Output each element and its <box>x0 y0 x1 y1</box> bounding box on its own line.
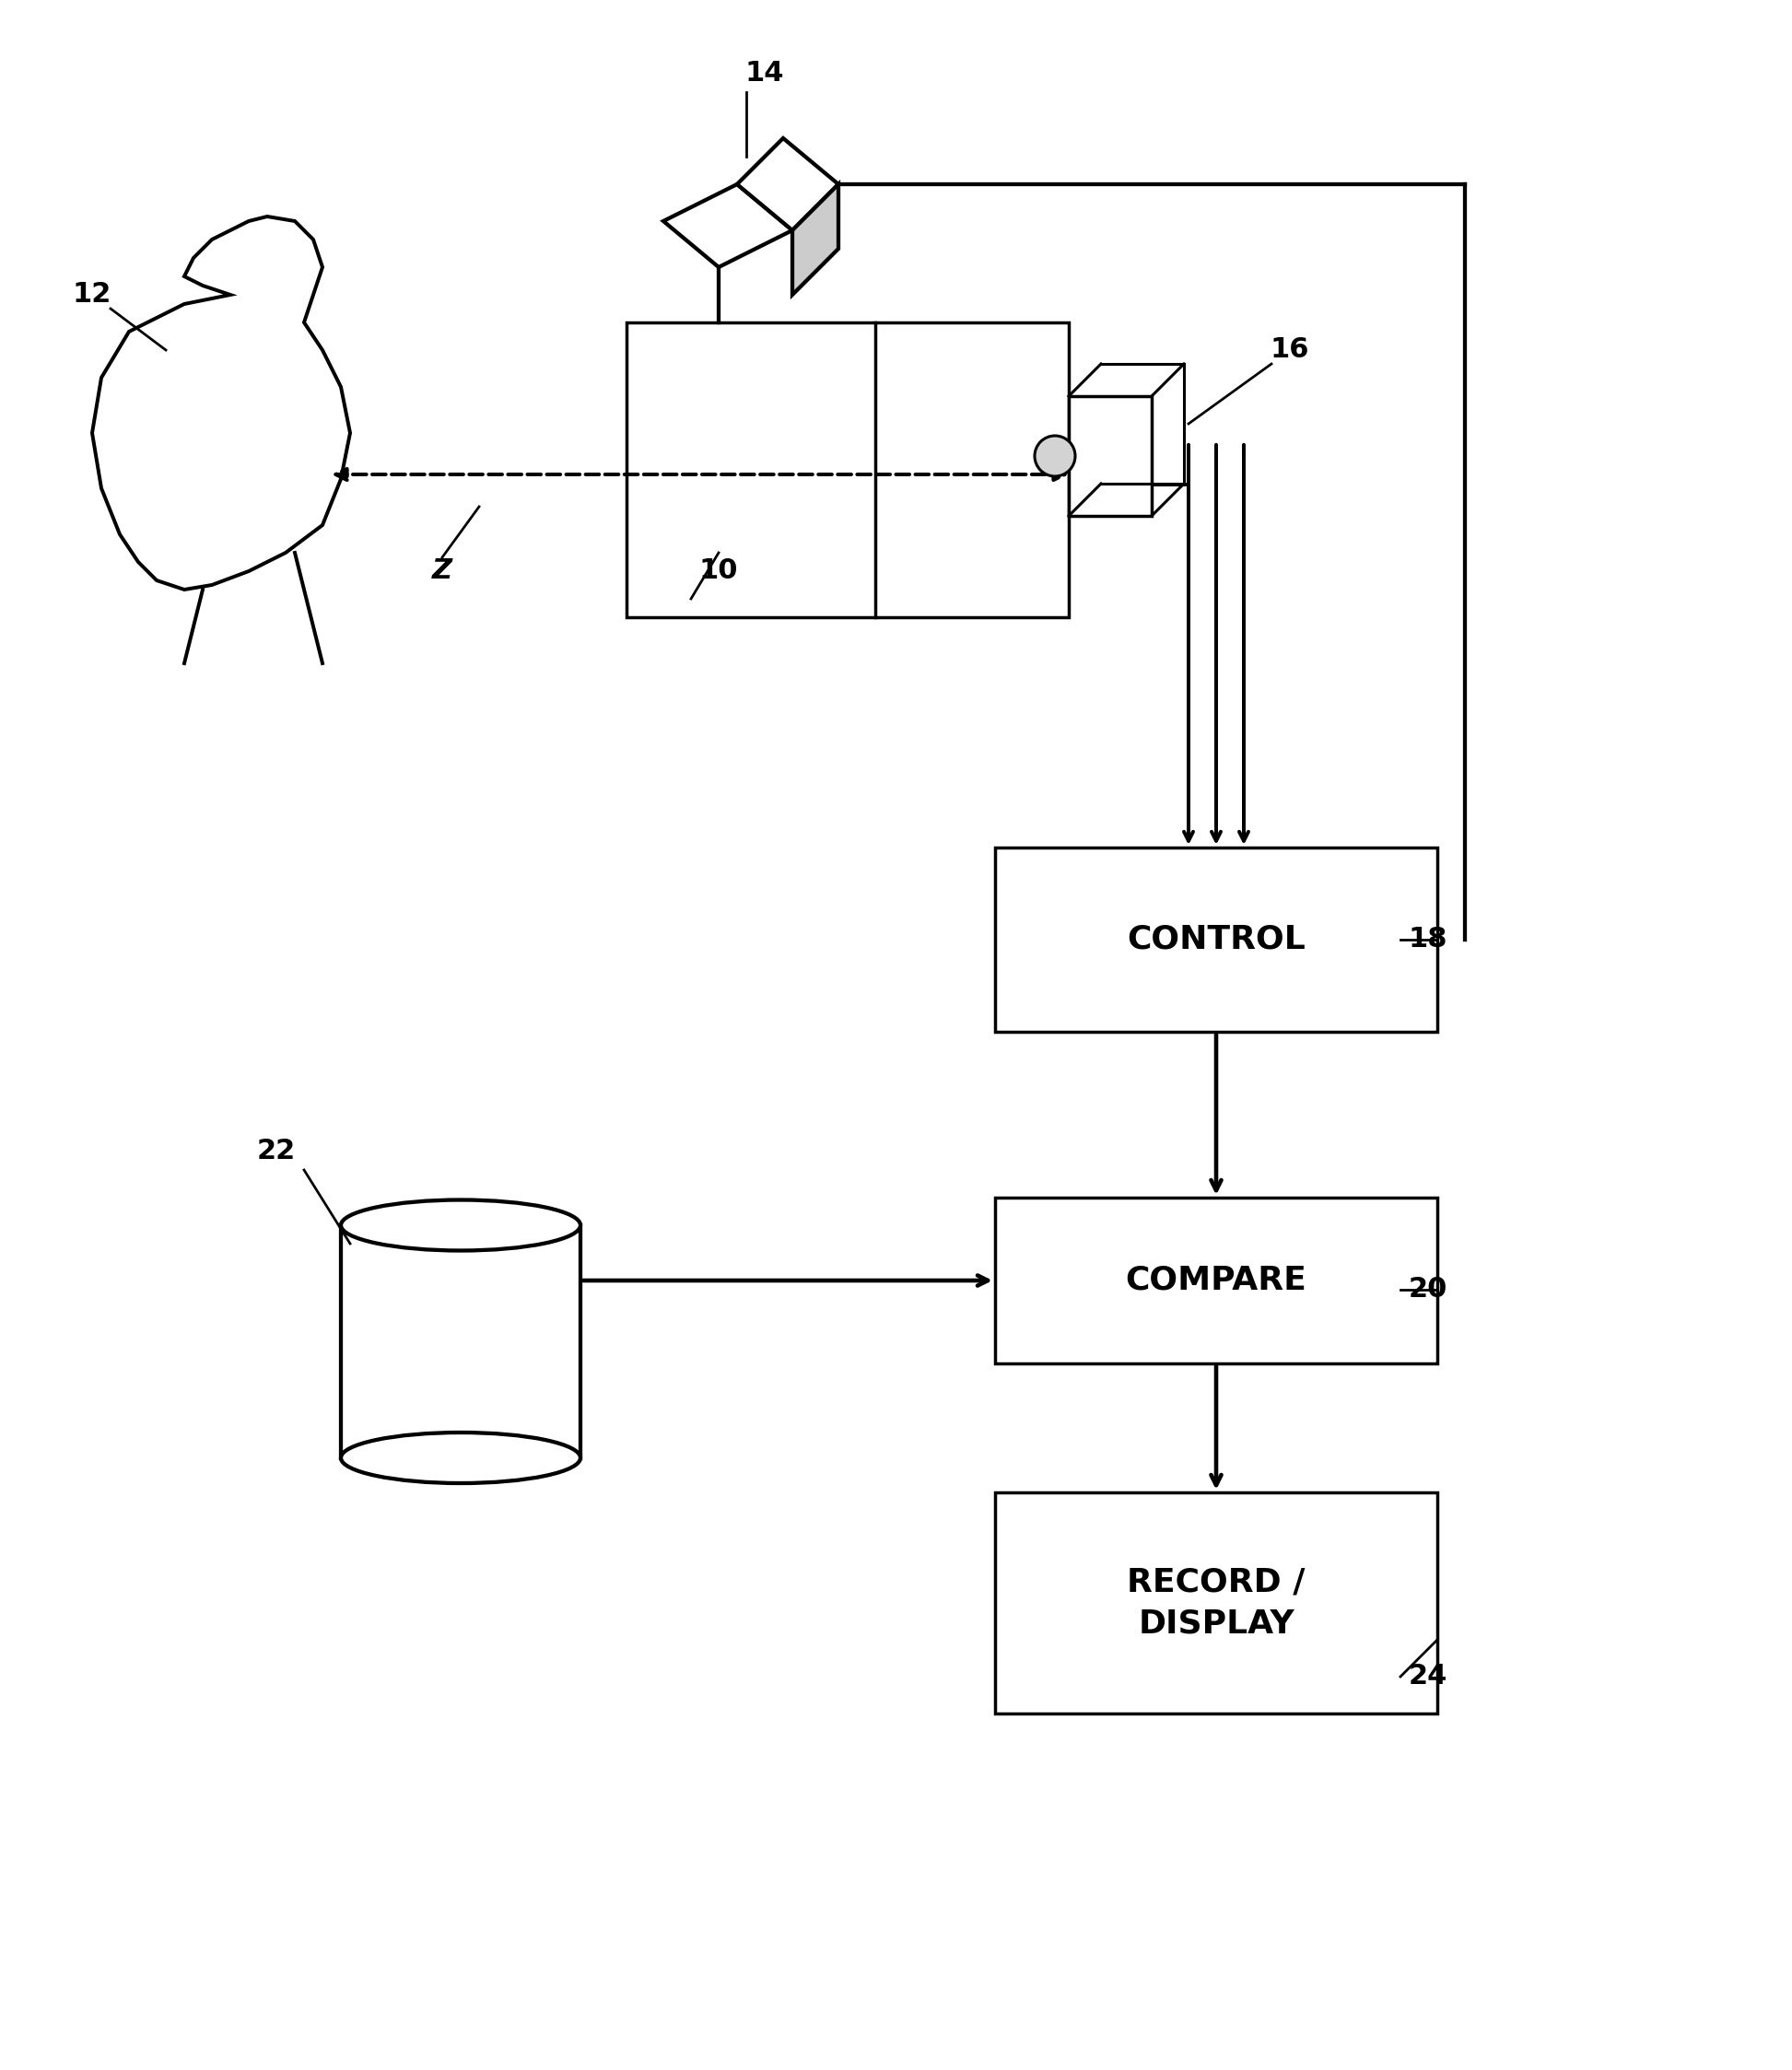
Text: 16: 16 <box>1271 337 1310 364</box>
Bar <box>995 1199 1437 1364</box>
Text: 24: 24 <box>1409 1664 1448 1689</box>
Bar <box>340 1250 581 1484</box>
Bar <box>627 323 1068 617</box>
Text: 12: 12 <box>73 282 111 308</box>
Polygon shape <box>737 139 839 230</box>
Text: RECORD /
DISPLAY: RECORD / DISPLAY <box>1127 1567 1305 1639</box>
Text: 18: 18 <box>1409 925 1448 952</box>
Bar <box>995 1492 1437 1714</box>
Bar <box>995 847 1437 1031</box>
Text: COMPARE: COMPARE <box>1125 1265 1306 1296</box>
Polygon shape <box>663 184 792 267</box>
Text: 10: 10 <box>699 557 738 584</box>
Ellipse shape <box>340 1201 581 1250</box>
Text: CONTROL: CONTROL <box>1127 923 1305 956</box>
Ellipse shape <box>340 1432 581 1484</box>
Text: Z: Z <box>432 557 452 584</box>
Text: 20: 20 <box>1409 1277 1448 1304</box>
Polygon shape <box>792 184 839 294</box>
Text: 14: 14 <box>745 60 785 87</box>
Bar <box>1068 395 1152 515</box>
Text: 22: 22 <box>256 1139 296 1165</box>
Circle shape <box>1034 437 1075 476</box>
